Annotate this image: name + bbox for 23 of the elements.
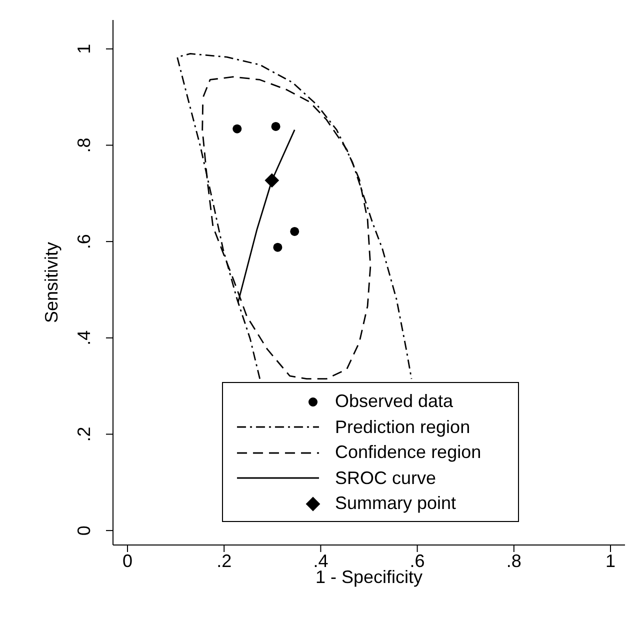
- point: [271, 122, 280, 131]
- y-tick-label: .8: [74, 138, 94, 153]
- legend-label: Prediction region: [335, 416, 470, 438]
- point: [273, 242, 282, 252]
- y-axis-title: Sensitivity: [41, 242, 62, 324]
- legend-label: SROC curve: [335, 468, 436, 489]
- legend-label: Observed data: [335, 391, 454, 412]
- point: [290, 226, 300, 236]
- x-tick-label: 1: [606, 550, 616, 571]
- y-tick-label: .6: [74, 234, 94, 250]
- y-tick-label: .4: [74, 330, 94, 346]
- legend-label: Confidence region: [335, 442, 482, 464]
- point: [264, 173, 280, 188]
- point: [232, 124, 242, 134]
- line-series: [176, 53, 412, 380]
- y-tick-label: 0: [74, 526, 94, 536]
- y-tick-label: 1: [74, 44, 94, 54]
- y-tick-label: .2: [74, 426, 94, 442]
- x-tick-label: .8: [506, 550, 522, 571]
- x-tick-label: 0: [122, 550, 132, 571]
- x-tick-label: .2: [216, 550, 232, 571]
- line-series: [237, 129, 296, 303]
- legend-label: Summary point: [335, 493, 456, 514]
